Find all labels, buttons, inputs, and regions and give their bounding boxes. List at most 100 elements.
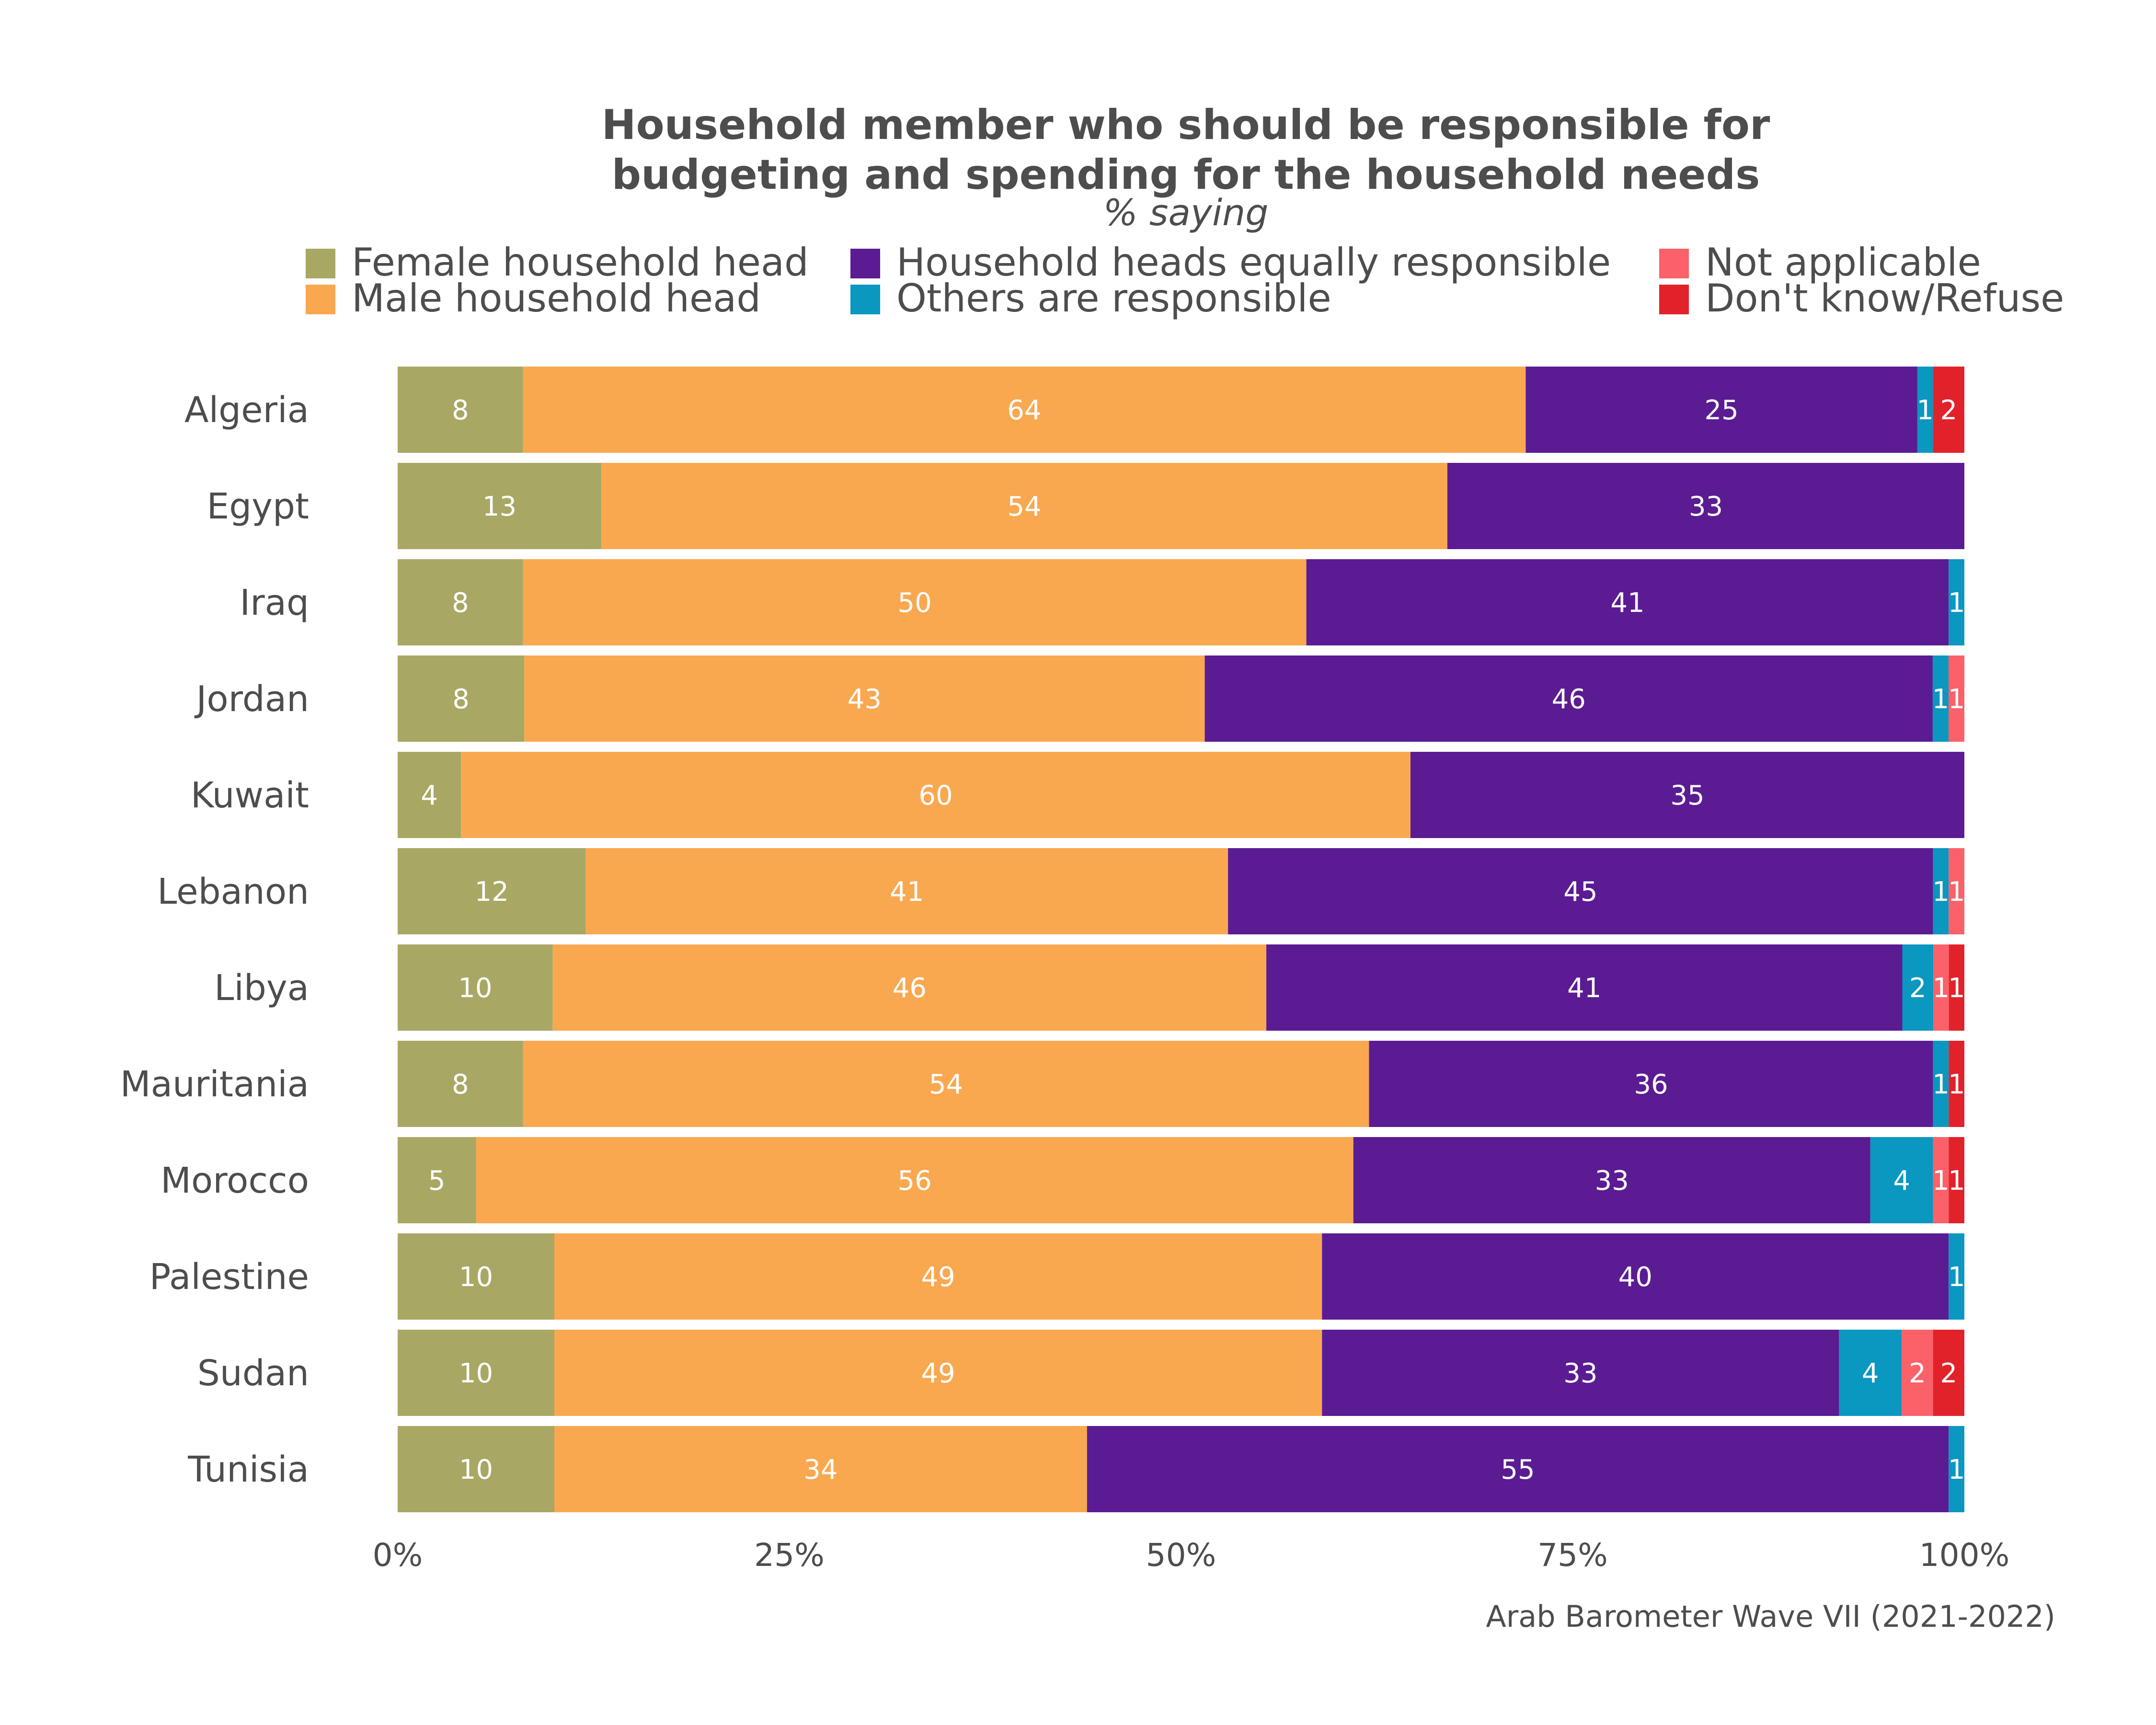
data-label: 4 (1893, 1165, 1910, 1196)
data-label: 1 (1933, 973, 1950, 1004)
bar-segment-household-heads-equally-responsible (1410, 752, 1964, 838)
data-label: 25 (1705, 395, 1739, 426)
bar-segment-male-household-head (523, 367, 1526, 453)
category-label-iraq: Iraq (240, 582, 309, 623)
data-label: 64 (1007, 395, 1041, 426)
data-label: 2 (1909, 973, 1927, 1004)
bar-row-iraq: 8 50 41 1 (398, 559, 1965, 645)
bar-row-sudan: 10 49 33 4 2 2 (398, 1330, 1964, 1416)
data-label: 1 (1948, 973, 1965, 1004)
category-label-kuwait: Kuwait (191, 775, 309, 816)
bar-segment-not-applicable (1902, 1330, 1933, 1416)
bar-segment-household-heads-equally-responsible (1228, 848, 1933, 934)
bar-segment-household-heads-equally-responsible (1306, 559, 1949, 645)
bar-segment-household-heads-equally-responsible (1322, 1233, 1949, 1320)
bar-row-palestine: 10 49 40 1 (398, 1233, 1965, 1320)
category-label-mauritania: Mauritania (120, 1064, 309, 1105)
legend-label: Don't know/Refuse (1705, 276, 2064, 321)
bar-segment-others-are-responsible (1949, 1233, 1964, 1320)
data-label: 5 (428, 1165, 446, 1196)
data-label: 55 (1501, 1454, 1535, 1485)
data-label: 40 (1618, 1262, 1652, 1293)
bar-segment-female-household-head (398, 1426, 554, 1512)
data-label: 1 (1932, 1165, 1950, 1196)
bar-segment-male-household-head (554, 1233, 1322, 1320)
legend-swatch (850, 285, 880, 314)
data-label: 56 (897, 1165, 931, 1196)
data-label: 41 (1610, 587, 1644, 619)
bar-segment-others-are-responsible (1932, 656, 1949, 742)
data-label: 1 (1932, 876, 1950, 908)
data-label: 1 (1932, 684, 1950, 715)
data-label: 8 (452, 395, 469, 426)
legend-swatch (850, 249, 880, 278)
category-label-tunisia: Tunisia (187, 1449, 309, 1490)
bar-segment-not-applicable (1933, 1137, 1949, 1223)
data-label: 8 (452, 1069, 469, 1100)
bar-segment-female-household-head (398, 1330, 554, 1416)
bar-segment-household-heads-equally-responsible (1322, 1330, 1839, 1416)
legend-swatch (306, 249, 335, 278)
legend-label: Female household head (352, 240, 809, 285)
bar-segment-male-household-head (554, 1426, 1087, 1512)
bar-segment-others-are-responsible (1949, 559, 1964, 645)
data-label: 1 (1916, 395, 1934, 426)
legend-item-household-heads-equally-responsible: Household heads equally responsible (850, 240, 1611, 285)
data-label: 33 (1689, 491, 1723, 522)
bar-segment-not-applicable (1949, 848, 1964, 934)
data-label: 8 (452, 587, 469, 619)
data-label: 2 (1940, 395, 1957, 426)
data-label: 1 (1932, 1069, 1950, 1100)
data-label: 60 (918, 780, 952, 811)
bar-segment-male-household-head (601, 463, 1447, 549)
data-label: 1 (1948, 684, 1965, 715)
data-label: 49 (921, 1262, 955, 1293)
x-tick-label: 100% (1919, 1537, 2010, 1574)
bar-segment-household-heads-equally-responsible (1087, 1426, 1949, 1512)
bar-segment-household-heads-equally-responsible (1525, 367, 1917, 453)
category-label-morocco: Morocco (161, 1160, 309, 1201)
bar-segment-household-heads-equally-responsible (1266, 944, 1903, 1031)
bar-segment-female-household-head (398, 1233, 554, 1320)
data-label: 33 (1563, 1358, 1597, 1389)
category-label-jordan: Jordan (195, 678, 309, 720)
bar-segment-male-household-head (461, 752, 1411, 838)
legend-label: Male household head (352, 276, 761, 321)
bar-segment-female-household-head (398, 848, 586, 934)
bar-segment-male-household-head (476, 1137, 1353, 1223)
bar-segment-household-heads-equally-responsible (1369, 1041, 1933, 1127)
data-label: 10 (459, 1454, 493, 1485)
category-label-palestine: Palestine (149, 1256, 309, 1298)
bar-row-lebanon: 12 41 45 11 (398, 848, 1965, 934)
x-tick-label: 25% (754, 1537, 825, 1574)
data-label: 54 (929, 1069, 963, 1100)
category-label-egypt: Egypt (206, 486, 309, 527)
legend-label: Household heads equally responsible (896, 240, 1611, 285)
category-axis: Algeria Egypt Iraq Jordan Kuwait Lebanon Libya… (120, 390, 309, 1490)
data-label: 36 (1634, 1069, 1668, 1100)
bar-segment-others-are-responsible (1902, 944, 1934, 1031)
bar-segment-female-household-head (398, 752, 461, 838)
data-label: 13 (482, 491, 516, 522)
bar-segment-household-heads-equally-responsible (1353, 1137, 1870, 1223)
data-label: 2 (1909, 1358, 1926, 1389)
bar-segment-don-t-know-refuse (1949, 944, 1964, 1031)
data-label: 45 (1563, 876, 1597, 908)
bar-segment-male-household-head (552, 944, 1267, 1031)
data-label: 50 (897, 587, 931, 619)
bar-segment-female-household-head (398, 1041, 523, 1127)
bar-row-morocco: 5 56 33 4 11 (398, 1137, 1965, 1223)
bar-segment-others-are-responsible (1933, 1041, 1949, 1127)
bar-row-tunisia: 10 34 55 1 (398, 1426, 1965, 1512)
bar-segment-female-household-head (398, 367, 523, 453)
data-label: 34 (803, 1454, 837, 1485)
chart-caption: Arab Barometer Wave VII (2021-2022) (1486, 1599, 2055, 1634)
data-label: 43 (848, 684, 882, 715)
x-axis: 0% 25% 50% 75% 100% (373, 1537, 2010, 1574)
bar-segment-male-household-head (523, 559, 1307, 645)
data-label: 46 (893, 973, 927, 1004)
data-label: 1 (1948, 1165, 1965, 1196)
